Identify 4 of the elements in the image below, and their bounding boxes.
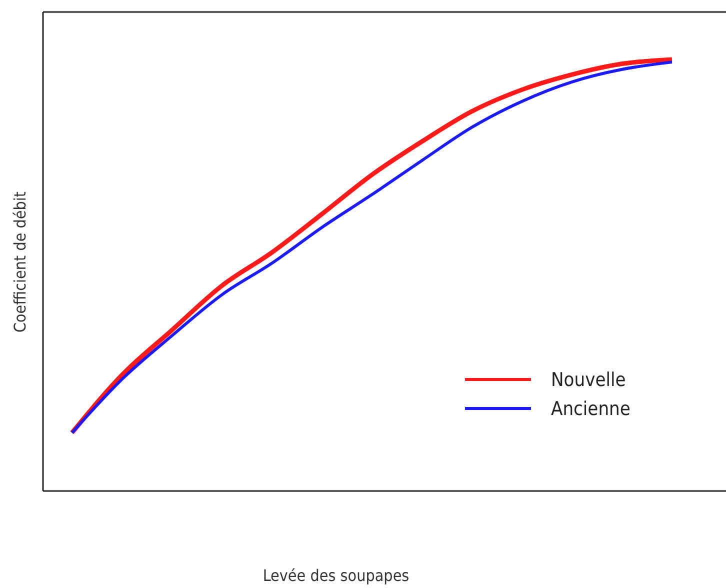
legend-label: Ancienne — [551, 398, 630, 420]
x-axis-title: Levée des soupapes — [262, 566, 410, 585]
legend-label: Nouvelle — [551, 368, 626, 390]
y-axis-title: Coefficient de débit — [10, 191, 30, 333]
